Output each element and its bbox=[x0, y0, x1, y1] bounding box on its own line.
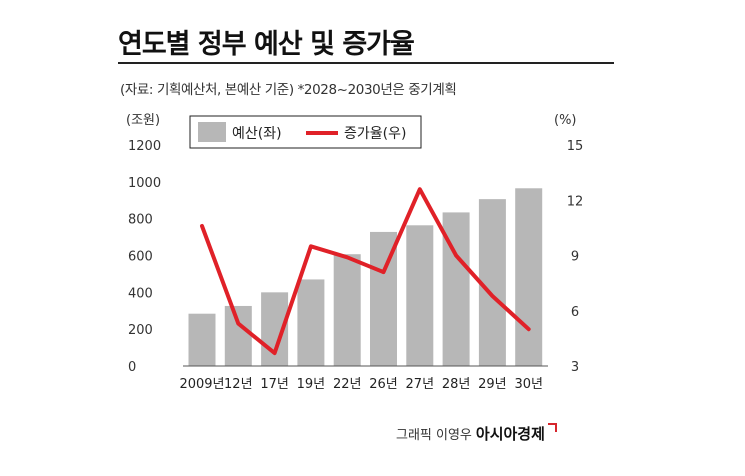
chart-subtitle: (자료: 기획예산처, 본예산 기준) *2028~2030년은 중기계획 bbox=[120, 82, 457, 98]
right-axis: 3 6 9 12 15 bbox=[567, 139, 584, 375]
bar bbox=[188, 313, 216, 366]
chart-title: 연도별 정부 예산 및 증가율 bbox=[118, 29, 415, 60]
bar bbox=[515, 188, 543, 366]
left-tick-label: 0 bbox=[128, 360, 136, 375]
legend-bar-label: 예산(좌) bbox=[232, 126, 282, 142]
growth-rate-line bbox=[200, 187, 531, 356]
line-point bbox=[528, 328, 530, 330]
legend: 예산(좌) 증가율(우) bbox=[189, 115, 422, 149]
legend-box bbox=[189, 115, 422, 149]
bar bbox=[333, 254, 361, 366]
line-point bbox=[491, 295, 493, 297]
line-point bbox=[310, 245, 312, 247]
right-tick-label: 9 bbox=[571, 250, 579, 265]
left-tick-label: 400 bbox=[128, 286, 153, 301]
bar bbox=[297, 279, 325, 366]
x-tick-label: 19년 bbox=[297, 377, 326, 392]
x-tick-label: 26년 bbox=[369, 377, 398, 392]
x-axis: 2009년 12년 17년 19년 22년 26년 27년 28년 29년 30년 bbox=[179, 377, 542, 392]
brand-mark-icon bbox=[547, 423, 557, 432]
bar bbox=[224, 305, 252, 366]
left-tick-label: 1000 bbox=[128, 176, 161, 191]
x-tick-label: 2009년 bbox=[179, 377, 224, 392]
title-rule bbox=[118, 62, 614, 64]
x-tick-label: 30년 bbox=[514, 377, 543, 392]
x-tick-label: 12년 bbox=[224, 377, 253, 392]
line-point bbox=[274, 352, 276, 354]
legend-line-label: 증가율(우) bbox=[344, 126, 406, 142]
x-tick-label: 27년 bbox=[406, 377, 435, 392]
left-axis: 0 200 400 600 800 1000 1200 bbox=[128, 139, 161, 375]
right-tick-label: 6 bbox=[571, 305, 579, 320]
credit: 그래픽 이영우 아시아경제 bbox=[396, 423, 557, 444]
left-tick-label: 600 bbox=[128, 250, 153, 265]
right-tick-label: 3 bbox=[571, 360, 579, 375]
line-point bbox=[201, 225, 203, 227]
bar-series bbox=[188, 188, 543, 366]
right-axis-unit: (%) bbox=[554, 113, 577, 128]
right-tick-label: 15 bbox=[567, 139, 584, 154]
line-point bbox=[383, 271, 384, 273]
credit-text: 그래픽 이영우 bbox=[396, 428, 472, 443]
line-point bbox=[455, 255, 457, 256]
left-tick-label: 800 bbox=[128, 213, 153, 228]
left-tick-label: 200 bbox=[128, 323, 153, 338]
brand-logo: 아시아경제 bbox=[475, 425, 545, 443]
left-axis-unit: (조원) bbox=[126, 113, 160, 128]
line-point bbox=[346, 256, 348, 258]
x-tick-label: 22년 bbox=[333, 377, 362, 392]
growth-rate-points bbox=[201, 188, 530, 354]
bar bbox=[478, 199, 506, 366]
right-tick-label: 12 bbox=[567, 194, 584, 209]
x-tick-label: 17년 bbox=[260, 377, 289, 392]
x-tick-label: 28년 bbox=[442, 377, 471, 392]
x-tick-label: 29년 bbox=[478, 377, 507, 392]
left-tick-label: 1200 bbox=[128, 139, 161, 154]
bar bbox=[406, 225, 434, 366]
line-point bbox=[237, 323, 239, 325]
legend-bar-swatch bbox=[198, 122, 226, 142]
line-point bbox=[419, 188, 421, 190]
